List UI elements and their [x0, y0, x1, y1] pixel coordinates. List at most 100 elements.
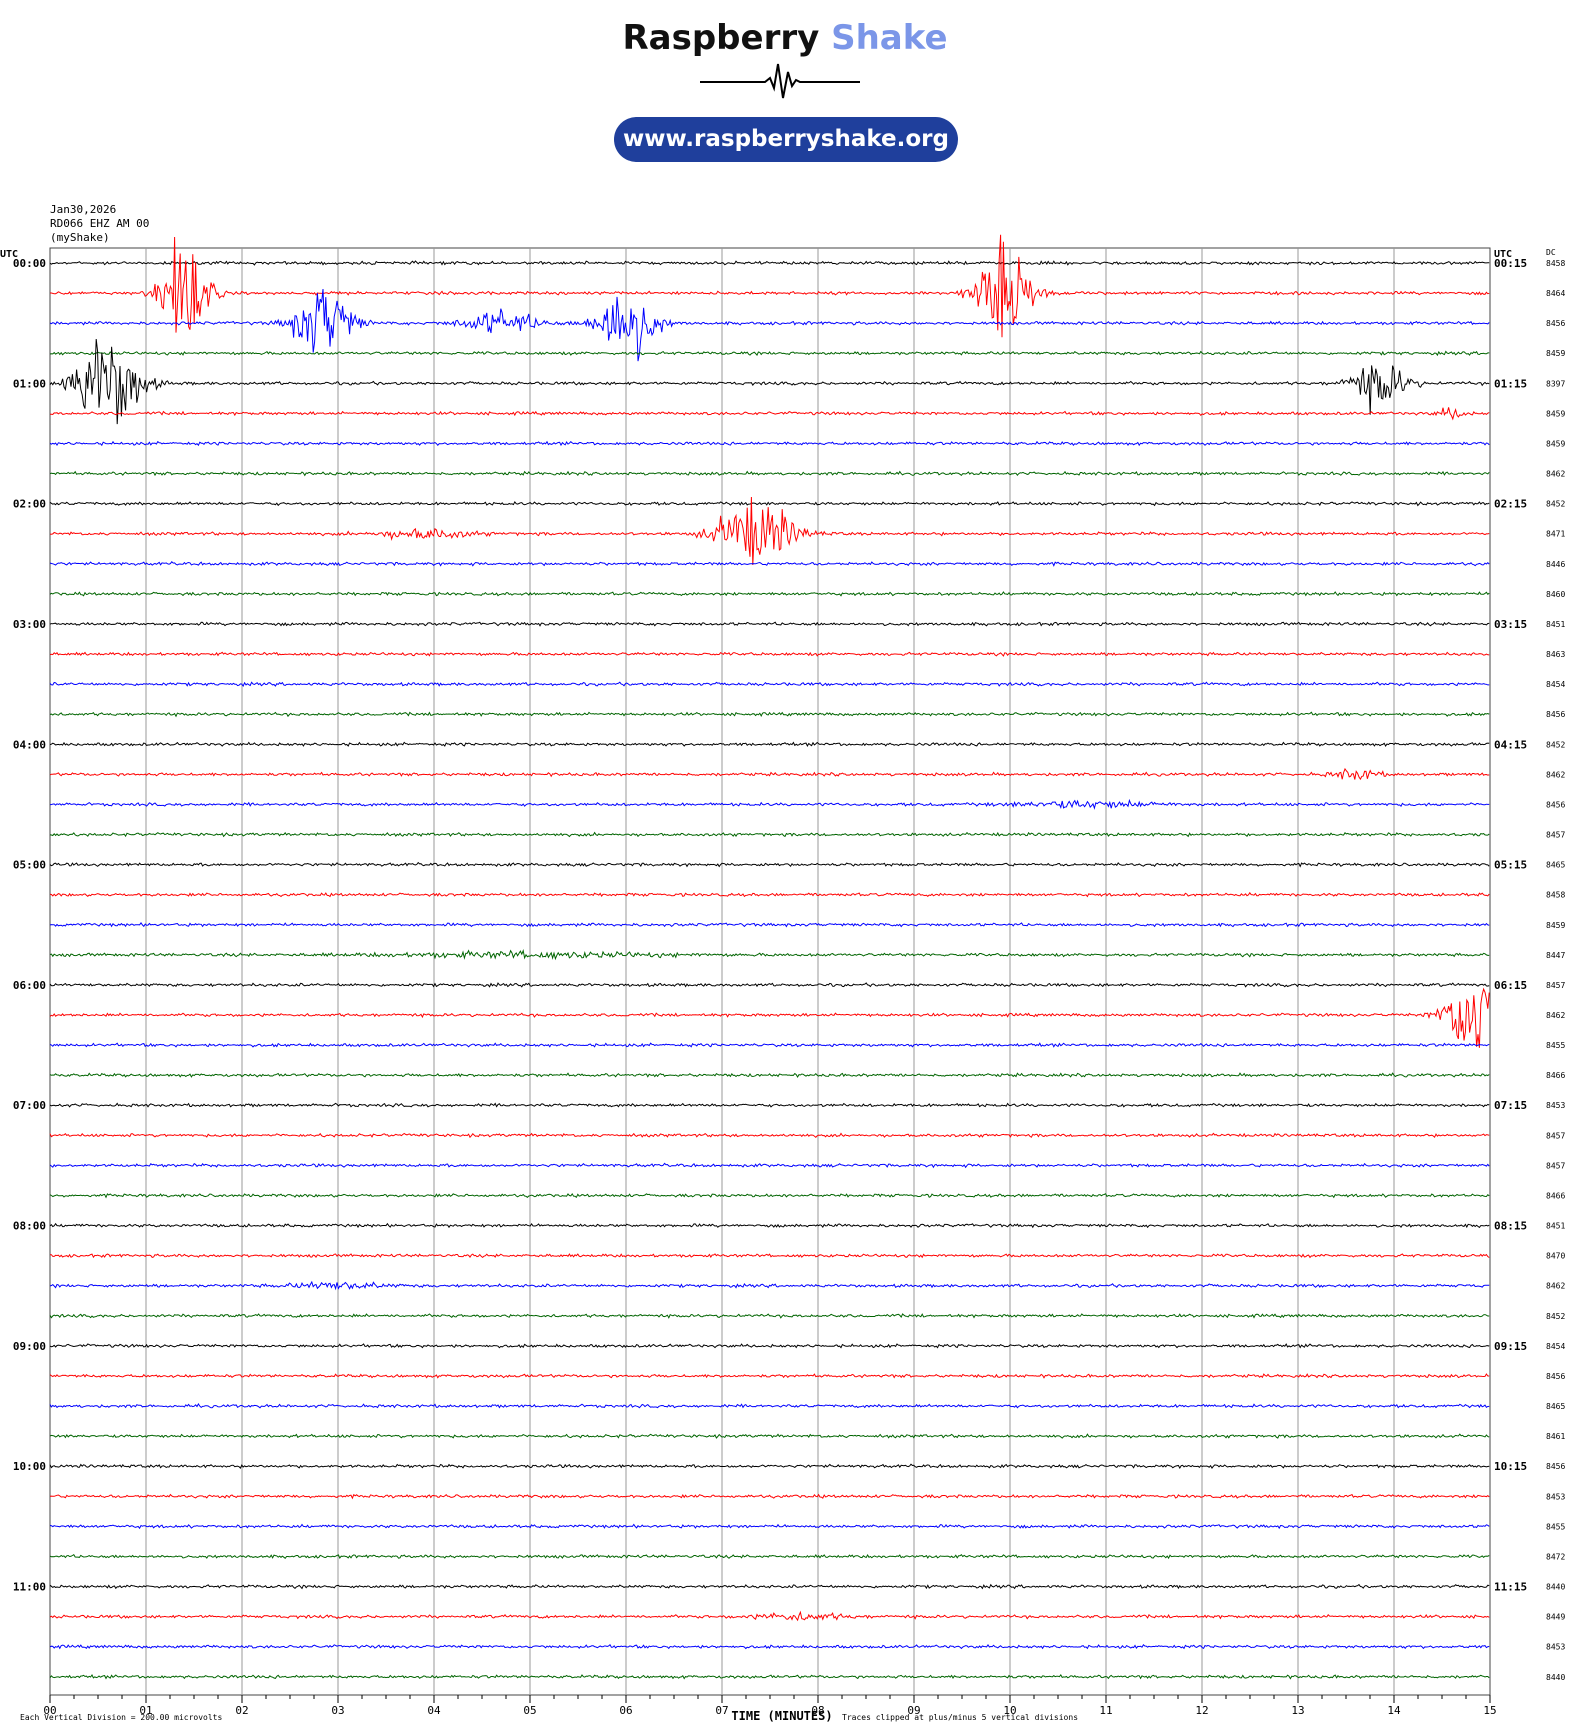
seismic-trace-row: [49, 621, 1490, 627]
brand-name-part2: Shake: [831, 18, 948, 58]
dc-offset-label: 8451: [1546, 1222, 1565, 1231]
dc-offset-label: 8463: [1546, 650, 1565, 659]
x-tick-label: 10: [1003, 1704, 1016, 1717]
x-tick-label: 11: [1099, 1704, 1112, 1717]
vertical-division-note: Each Vertical Division = 200.00 microvol…: [20, 1713, 222, 1722]
dc-offset-label: 8462: [1546, 1282, 1565, 1291]
seismic-trace-row: [49, 1553, 1490, 1560]
dc-offset-label: 8461: [1546, 1432, 1565, 1441]
seismic-trace-row: [49, 1373, 1490, 1379]
dc-offset-label: 8446: [1546, 560, 1565, 569]
dc-offset-label: 8459: [1546, 921, 1565, 930]
left-hour-label: 08:00: [13, 1220, 46, 1233]
right-hour-label: 09:15: [1494, 1340, 1527, 1353]
dc-offset-label: 8454: [1546, 1342, 1565, 1351]
left-hour-label: 01:00: [13, 377, 46, 390]
dc-offset-label: 8452: [1546, 500, 1565, 509]
station-channel: RD066 EHZ AM 00: [50, 217, 150, 230]
right-hour-label: 01:15: [1494, 377, 1527, 390]
right-hour-label: 06:15: [1494, 979, 1527, 992]
left-hour-label: 07:00: [13, 1099, 46, 1112]
plot-frame: [49, 247, 1491, 1696]
x-tick-label: 07: [715, 1704, 728, 1717]
seismic-trace-row: [49, 1493, 1490, 1500]
dc-offset-label: 8459: [1546, 439, 1565, 448]
dc-offset-label: 8458: [1546, 259, 1565, 268]
dc-offset-label: 8457: [1546, 1161, 1565, 1170]
x-tick-label: 14: [1387, 1704, 1401, 1717]
seismic-trace-row: [49, 1042, 1490, 1048]
left-hour-label: 03:00: [13, 618, 46, 631]
station-source: (myShake): [50, 231, 110, 244]
right-hour-label: 08:15: [1494, 1220, 1527, 1233]
right-hour-label: 10:15: [1494, 1460, 1527, 1473]
seismic-trace-row: [49, 1222, 1490, 1229]
dc-offset-label: 8457: [1546, 1131, 1565, 1140]
seismic-trace-row: [49, 260, 1490, 266]
x-tick-label: 08: [811, 1704, 824, 1717]
left-hour-label: 05:00: [13, 859, 46, 872]
dc-offset-label: 8464: [1546, 289, 1565, 298]
seismic-trace-row: [49, 1343, 1490, 1349]
dc-offset-label: 8440: [1546, 1673, 1565, 1682]
seismic-trace-row: [49, 922, 1490, 928]
dc-offset-label: 8465: [1546, 861, 1565, 870]
header: Raspberry Shake www.raspberryshake.org: [0, 0, 1570, 175]
right-hour-label: 00:15: [1494, 257, 1527, 270]
dc-offset-label: 8457: [1546, 831, 1565, 840]
x-tick-label: 15: [1483, 1704, 1496, 1717]
seismic-trace-row: [49, 591, 1490, 597]
dc-offset-label: 8456: [1546, 1372, 1565, 1381]
clip-note: Traces clipped at plus/minus 5 vertical …: [842, 1713, 1078, 1722]
seismic-trace-row: [49, 500, 1490, 507]
website-url-link[interactable]: www.raspberryshake.org: [614, 117, 958, 162]
brand-title: Raspberry Shake: [0, 18, 1570, 58]
seismic-trace-row: [49, 1313, 1490, 1319]
left-hour-label: 09:00: [13, 1340, 46, 1353]
seismograph-logo-icon: [700, 63, 860, 99]
left-hour-label: 06:00: [13, 979, 46, 992]
dc-offset-label: 8456: [1546, 800, 1565, 809]
dc-offset-label: 8465: [1546, 1402, 1565, 1411]
dc-offset-label: 8460: [1546, 590, 1565, 599]
x-tick-label: 05: [523, 1704, 536, 1717]
dc-offset-label: 8455: [1546, 1041, 1565, 1050]
dc-offset-label: 8440: [1546, 1583, 1565, 1592]
x-tick-label: 02: [235, 1704, 248, 1717]
x-tick-label: 00: [43, 1704, 56, 1717]
seismic-trace-row: [49, 987, 1490, 1048]
seismic-trace-row: [49, 288, 1490, 362]
seismic-trace-row: [49, 891, 1490, 898]
dc-offset-label: 8459: [1546, 349, 1565, 358]
dc-offset-label: 8452: [1546, 1312, 1565, 1321]
dc-offset-label: 8455: [1546, 1522, 1565, 1531]
dc-offset-label: 8456: [1546, 710, 1565, 719]
seismic-trace-row: [49, 831, 1490, 838]
right-hour-label: 04:15: [1494, 738, 1527, 751]
seismic-trace-row: [49, 681, 1490, 687]
x-axis-label: TIME (MINUTES): [731, 1709, 832, 1723]
left-hour-label: 00:00: [13, 257, 46, 270]
right-hour-label: 11:15: [1494, 1581, 1527, 1594]
seismic-trace-row: [49, 741, 1490, 747]
x-tick-label: 03: [331, 1704, 344, 1717]
dc-offset-label: 8462: [1546, 1011, 1565, 1020]
dc-offset-label: 8449: [1546, 1613, 1565, 1622]
dc-offset-label: 8454: [1546, 680, 1565, 689]
dc-offset-label: 8456: [1546, 1462, 1565, 1471]
seismic-trace-row: [49, 496, 1490, 566]
seismic-trace-row: [49, 470, 1490, 477]
seismic-trace-row: [49, 1583, 1490, 1590]
seismic-trace-row: [49, 948, 1490, 961]
seismic-trace-row: [49, 1644, 1490, 1650]
dc-offset-label: 8458: [1546, 891, 1565, 900]
seismic-trace-row: [49, 1673, 1490, 1680]
seismic-trace-row: [49, 1433, 1490, 1439]
right-hour-label: 03:15: [1494, 618, 1527, 631]
dc-offset-label: 8453: [1546, 1492, 1565, 1501]
seismic-trace-row: [49, 1132, 1490, 1139]
seismic-trace-row: [49, 1463, 1490, 1470]
seismic-trace-row: [49, 440, 1490, 447]
seismic-trace-row: [49, 1072, 1490, 1078]
